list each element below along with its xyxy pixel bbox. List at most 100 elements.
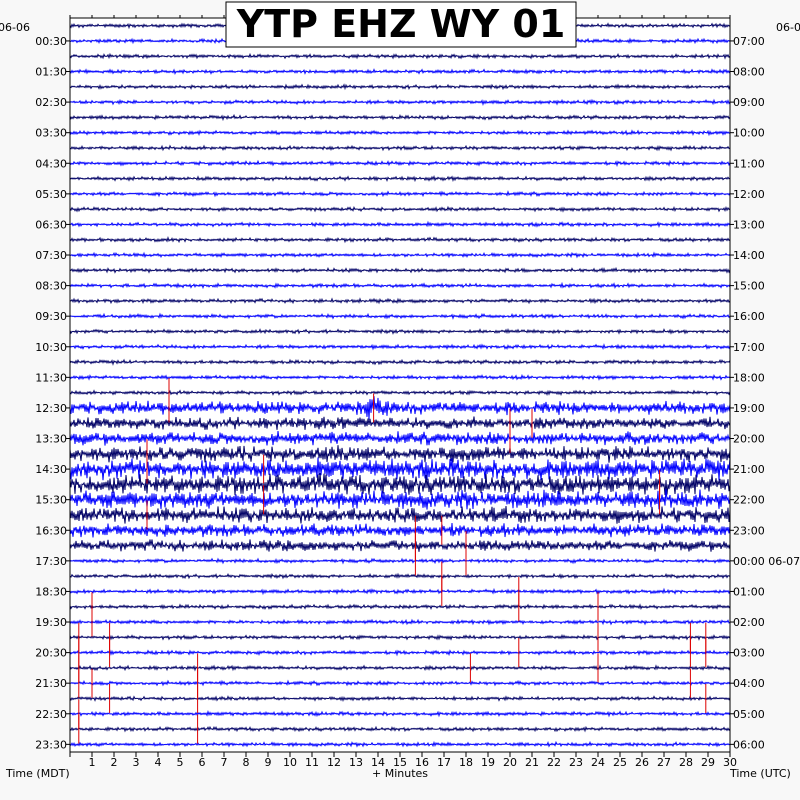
right-tick-label-8: 15:00	[733, 280, 765, 293]
x-tick-label-14: 14	[371, 756, 385, 769]
left-tick-label-15: 15:30	[35, 494, 67, 507]
right-tick-label-4: 11:00	[733, 157, 765, 170]
trace-row-5	[69, 98, 731, 106]
x-tick-label-21: 21	[525, 756, 539, 769]
trace-row-7	[69, 129, 731, 137]
trace-row-16	[69, 266, 731, 274]
x-tick-label-9: 9	[265, 756, 272, 769]
trace-row-34	[69, 539, 731, 552]
x-tick-label-26: 26	[635, 756, 649, 769]
left-tick-label-12: 12:30	[35, 402, 67, 415]
right-tick-label-6: 13:00	[733, 218, 765, 231]
x-tick-label-2: 2	[111, 756, 118, 769]
trace-row-11	[69, 190, 731, 198]
left-tick-label-0: 00:30	[35, 35, 67, 48]
right-tick-label-22: 05:00	[733, 708, 765, 721]
trace-row-18	[69, 297, 731, 305]
plot-area	[70, 18, 730, 752]
trace-row-23	[69, 373, 731, 381]
x-tick-label-20: 20	[503, 756, 517, 769]
left-tick-label-21: 21:30	[35, 677, 67, 690]
right-tick-label-3: 10:00	[733, 127, 765, 140]
trace-row-24	[69, 389, 731, 397]
trace-row-12	[69, 205, 731, 213]
title-box	[225, 1, 577, 48]
x-tick-label-22: 22	[547, 756, 561, 769]
x-tick-label-3: 3	[133, 756, 140, 769]
right-tick-label-23: 06:00	[733, 738, 765, 751]
trace-row-47	[69, 740, 731, 748]
trace-row-44	[69, 695, 731, 702]
trace-row-36	[69, 572, 731, 580]
right-tick-label-0: 07:00	[733, 35, 765, 48]
chart-title: YTP EHZ WY 01	[236, 2, 566, 46]
left-tick-label-3: 03:30	[35, 127, 67, 140]
left-tick-label-14: 14:30	[35, 463, 67, 476]
right-tick-label-19: 02:00	[733, 616, 765, 629]
trace-row-9	[69, 159, 731, 168]
left-tick-label-20: 20:30	[35, 647, 67, 660]
left-tick-label-17: 17:30	[35, 555, 67, 568]
x-tick-label-1: 1	[89, 756, 96, 769]
trace-row-45	[69, 709, 731, 718]
x-tick-label-18: 18	[459, 756, 473, 769]
trace-row-2	[69, 52, 731, 60]
left-tick-label-1: 01:30	[35, 66, 67, 79]
x-axis-ticks: 1 2 3 4 5 6 7 8 9 10 11 12 13 14 15 16 17 18 19 20 21 22 23 24 2…	[69, 15, 737, 769]
right-tick-label-11: 18:00	[733, 371, 765, 384]
left-tick-label-11: 11:30	[35, 371, 67, 384]
event-marks	[78, 378, 707, 744]
trace-row-46	[69, 725, 731, 733]
x-tick-label-4: 4	[155, 756, 162, 769]
trace-row-31	[69, 488, 731, 510]
left-tick-label-13: 13:30	[35, 433, 67, 446]
x-tick-label-12: 12	[327, 756, 341, 769]
x-tick-label-5: 5	[177, 756, 184, 769]
left-tick-label-16: 16:30	[35, 524, 67, 537]
trace-row-22	[69, 358, 731, 366]
left-tick-label-22: 22:30	[35, 708, 67, 721]
x-tick-label-27: 27	[657, 756, 671, 769]
right-tick-label-5: 12:00	[733, 188, 765, 201]
right-tick-label-18: 01:00	[733, 585, 765, 598]
left-tick-label-5: 05:30	[35, 188, 67, 201]
trace-row-8	[69, 144, 731, 152]
trace-row-30	[69, 472, 731, 496]
right-tick-label-7: 14:00	[733, 249, 765, 262]
x-tick-label-23: 23	[569, 756, 583, 769]
right-tick-label-20: 03:00	[733, 647, 765, 660]
x-tick-label-13: 13	[349, 756, 363, 769]
x-tick-label-29: 29	[701, 756, 715, 769]
left-axis-label: Time (MDT)	[5, 767, 70, 780]
right-tick-label-17: 00:00 06-07	[733, 555, 800, 568]
trace-row-3	[69, 68, 731, 75]
x-tick-label-15: 15	[393, 756, 407, 769]
left-tick-label-23: 23:30	[35, 738, 67, 751]
trace-row-37	[69, 587, 731, 596]
right-axis-ticks: 07:00 08:00 09:00 10:00 11:00 12:00 13:00 14:00…	[730, 35, 800, 751]
trace-row-17	[69, 281, 731, 290]
x-tick-label-24: 24	[591, 756, 605, 769]
x-tick-label-30: 30	[723, 756, 737, 769]
left-tick-label-7: 07:30	[35, 249, 67, 262]
trace-row-25	[69, 396, 731, 420]
trace-row-6	[69, 113, 731, 122]
trace-row-14	[69, 235, 731, 244]
x-tick-label-11: 11	[305, 756, 319, 769]
right-tick-label-9: 16:00	[733, 310, 765, 323]
trace-row-32	[69, 505, 731, 524]
trace-row-39	[69, 618, 731, 626]
trace-row-41	[69, 649, 731, 657]
trace-row-38	[69, 603, 731, 611]
x-tick-label-6: 6	[199, 756, 206, 769]
left-tick-label-10: 10:30	[35, 341, 67, 354]
right-tick-label-16: 23:00	[733, 524, 765, 537]
trace-row-35	[69, 557, 731, 565]
right-tick-label-2: 09:00	[733, 96, 765, 109]
trace-row-26	[69, 416, 731, 430]
x-tick-label-25: 25	[613, 756, 627, 769]
right-axis-label: Time (UTC)	[729, 767, 791, 780]
trace-row-27	[69, 431, 731, 446]
trace-row-29	[69, 457, 731, 481]
